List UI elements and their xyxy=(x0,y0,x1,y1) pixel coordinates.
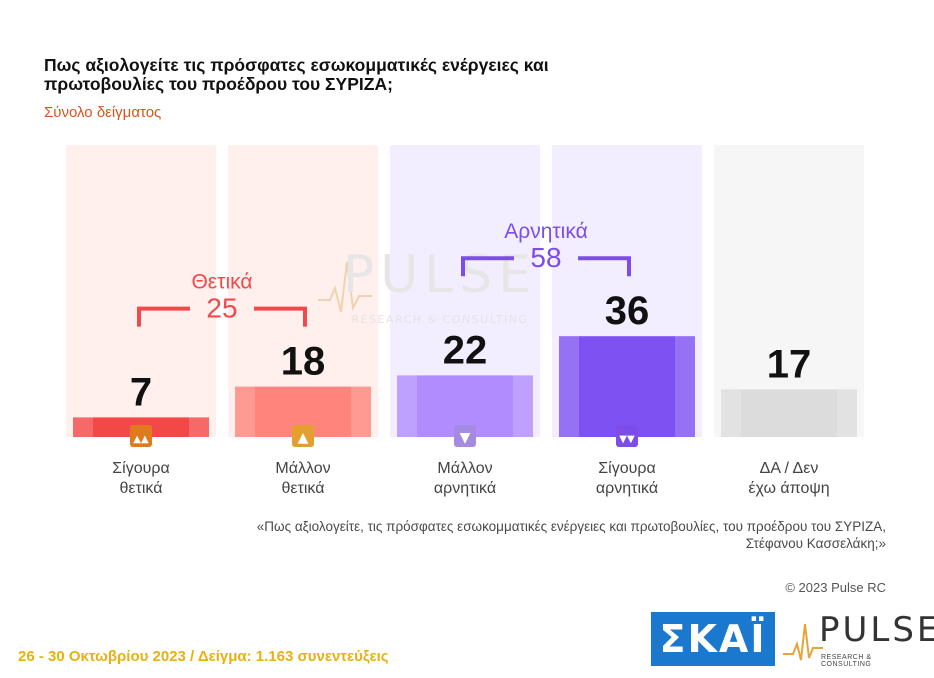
skai-logo: ΣΚΑΪ xyxy=(651,612,775,666)
icon-background xyxy=(130,425,152,447)
bar-shade-left xyxy=(235,386,255,437)
bar-shade-right xyxy=(351,386,371,437)
tick-label-line: Σίγουρα xyxy=(598,460,655,477)
column-background xyxy=(66,145,216,437)
pulse-wave-icon xyxy=(783,623,823,661)
double-thumbs-up-icon: ▲▲ xyxy=(130,425,152,447)
tick-label: ΔΑ / Δεν έχω άποψη xyxy=(748,460,829,497)
bar xyxy=(721,389,857,437)
bar-shade-left xyxy=(73,417,93,437)
group-label: Αρνητικά xyxy=(504,220,587,243)
bar-shade-right xyxy=(675,336,695,437)
icon-background xyxy=(616,425,638,447)
tick-label-line: Σίγουρα xyxy=(112,460,169,477)
watermark-word: PULSE xyxy=(343,245,537,305)
icon-background xyxy=(454,425,476,447)
bar-shade-right xyxy=(189,417,209,437)
group-bracket-left xyxy=(461,256,514,277)
icon-glyph: ▼ xyxy=(460,430,471,446)
icon-glyph: ▲ xyxy=(298,430,309,446)
data-label: 18 xyxy=(281,340,326,384)
bar-shade-right xyxy=(837,389,857,437)
pulse-logo: PULSE RESEARCH & CONSULTING xyxy=(783,610,934,668)
bar-shade-left xyxy=(721,389,741,437)
tick-label: Μάλλον θετικά xyxy=(275,460,330,497)
footer-date-sample: 26 - 30 Οκτωβρίου 2023 / Δείγμα: 1.163 σ… xyxy=(18,648,389,665)
tick-label: Μάλλον αρνητικά xyxy=(434,460,496,497)
icon-glyph: ▲▲ xyxy=(133,434,149,445)
data-label: 36 xyxy=(605,289,650,333)
tick-label: Σίγουρα θετικά xyxy=(112,460,169,497)
watermark-sub: RESEARCH & CONSULTING xyxy=(351,313,528,326)
tick-label-line: Μάλλον xyxy=(437,460,492,477)
group-total: 25 xyxy=(206,293,237,324)
tick-label-line: έχω άποψη xyxy=(748,480,829,497)
tick-label-line: ΔΑ / Δεν xyxy=(760,460,819,477)
group-total: 58 xyxy=(530,242,561,273)
icon-glyph: ▼▼ xyxy=(619,434,635,445)
double-thumbs-down-icon: ▼▼ xyxy=(616,425,638,447)
bar-shade-left xyxy=(397,375,417,437)
group-bracket-left xyxy=(137,306,190,327)
pulse-logo-sub: RESEARCH & CONSULTING xyxy=(821,654,872,668)
question-note: «Πως αξιολογείτε, τις πρόσφατες εσωκομμα… xyxy=(256,519,886,551)
tick-label-line: θετικά xyxy=(282,480,325,497)
data-label: 17 xyxy=(767,342,812,386)
data-label: 7 xyxy=(130,370,152,414)
bar xyxy=(559,336,695,437)
group-label: Θετικά xyxy=(191,271,252,294)
column-background xyxy=(714,145,864,437)
chart-subtitle: Σύνολο δείγματος xyxy=(44,104,162,121)
copyright: © 2023 Pulse RC xyxy=(785,580,886,595)
bar-shade-right xyxy=(513,375,533,437)
bar-shade-left xyxy=(559,336,579,437)
pulse-logo-word: PULSE xyxy=(819,610,934,650)
icon-background xyxy=(292,425,314,447)
tick-label-line: αρνητικά xyxy=(596,480,658,497)
tick-label-line: αρνητικά xyxy=(434,480,496,497)
data-label: 22 xyxy=(443,328,488,372)
watermark-pulse-wave xyxy=(318,261,372,313)
group-bracket-right xyxy=(578,256,631,277)
group-bracket-right xyxy=(254,306,307,327)
tick-label-line: Μάλλον xyxy=(275,460,330,477)
tick-label: Σίγουρα αρνητικά xyxy=(596,460,658,497)
tick-label-line: θετικά xyxy=(120,480,163,497)
thumbs-up-icon: ▲ xyxy=(292,425,314,447)
bar-chart: PULSE RESEARCH & CONSULTING 7 Σίγουρα θετικά… xyxy=(66,145,864,497)
thumbs-down-icon: ▼ xyxy=(454,425,476,447)
chart-title: Πως αξιολογείτε τις πρόσφατες εσωκομματι… xyxy=(44,55,549,94)
